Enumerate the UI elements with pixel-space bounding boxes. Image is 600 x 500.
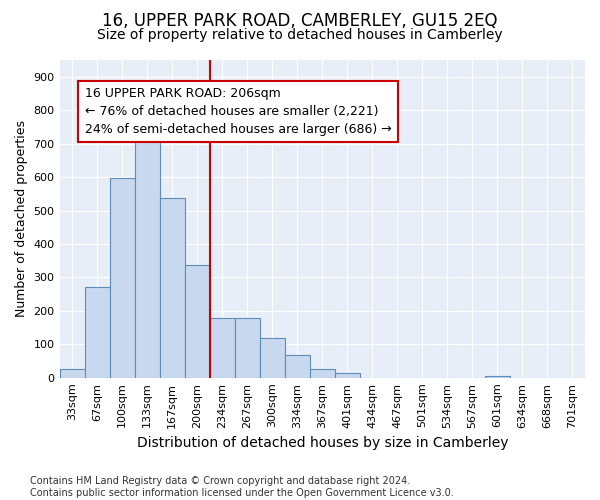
Bar [485,376,510,378]
Bar [185,264,209,378]
Bar [335,373,360,378]
Bar [59,370,85,378]
X-axis label: Distribution of detached houses by size in Camberley: Distribution of detached houses by size … [137,436,508,450]
Bar [110,178,134,378]
Bar [260,338,285,378]
Bar [285,355,310,378]
Bar [160,198,185,378]
Bar [235,318,260,378]
Bar [134,130,160,378]
Bar [310,370,335,378]
Text: 16, UPPER PARK ROAD, CAMBERLEY, GU15 2EQ: 16, UPPER PARK ROAD, CAMBERLEY, GU15 2EQ [102,12,498,30]
Text: Size of property relative to detached houses in Camberley: Size of property relative to detached ho… [97,28,503,42]
Bar [85,288,110,378]
Text: 16 UPPER PARK ROAD: 206sqm
← 76% of detached houses are smaller (2,221)
24% of s: 16 UPPER PARK ROAD: 206sqm ← 76% of deta… [85,87,391,136]
Bar [209,318,235,378]
Y-axis label: Number of detached properties: Number of detached properties [15,120,28,318]
Text: Contains HM Land Registry data © Crown copyright and database right 2024.
Contai: Contains HM Land Registry data © Crown c… [30,476,454,498]
